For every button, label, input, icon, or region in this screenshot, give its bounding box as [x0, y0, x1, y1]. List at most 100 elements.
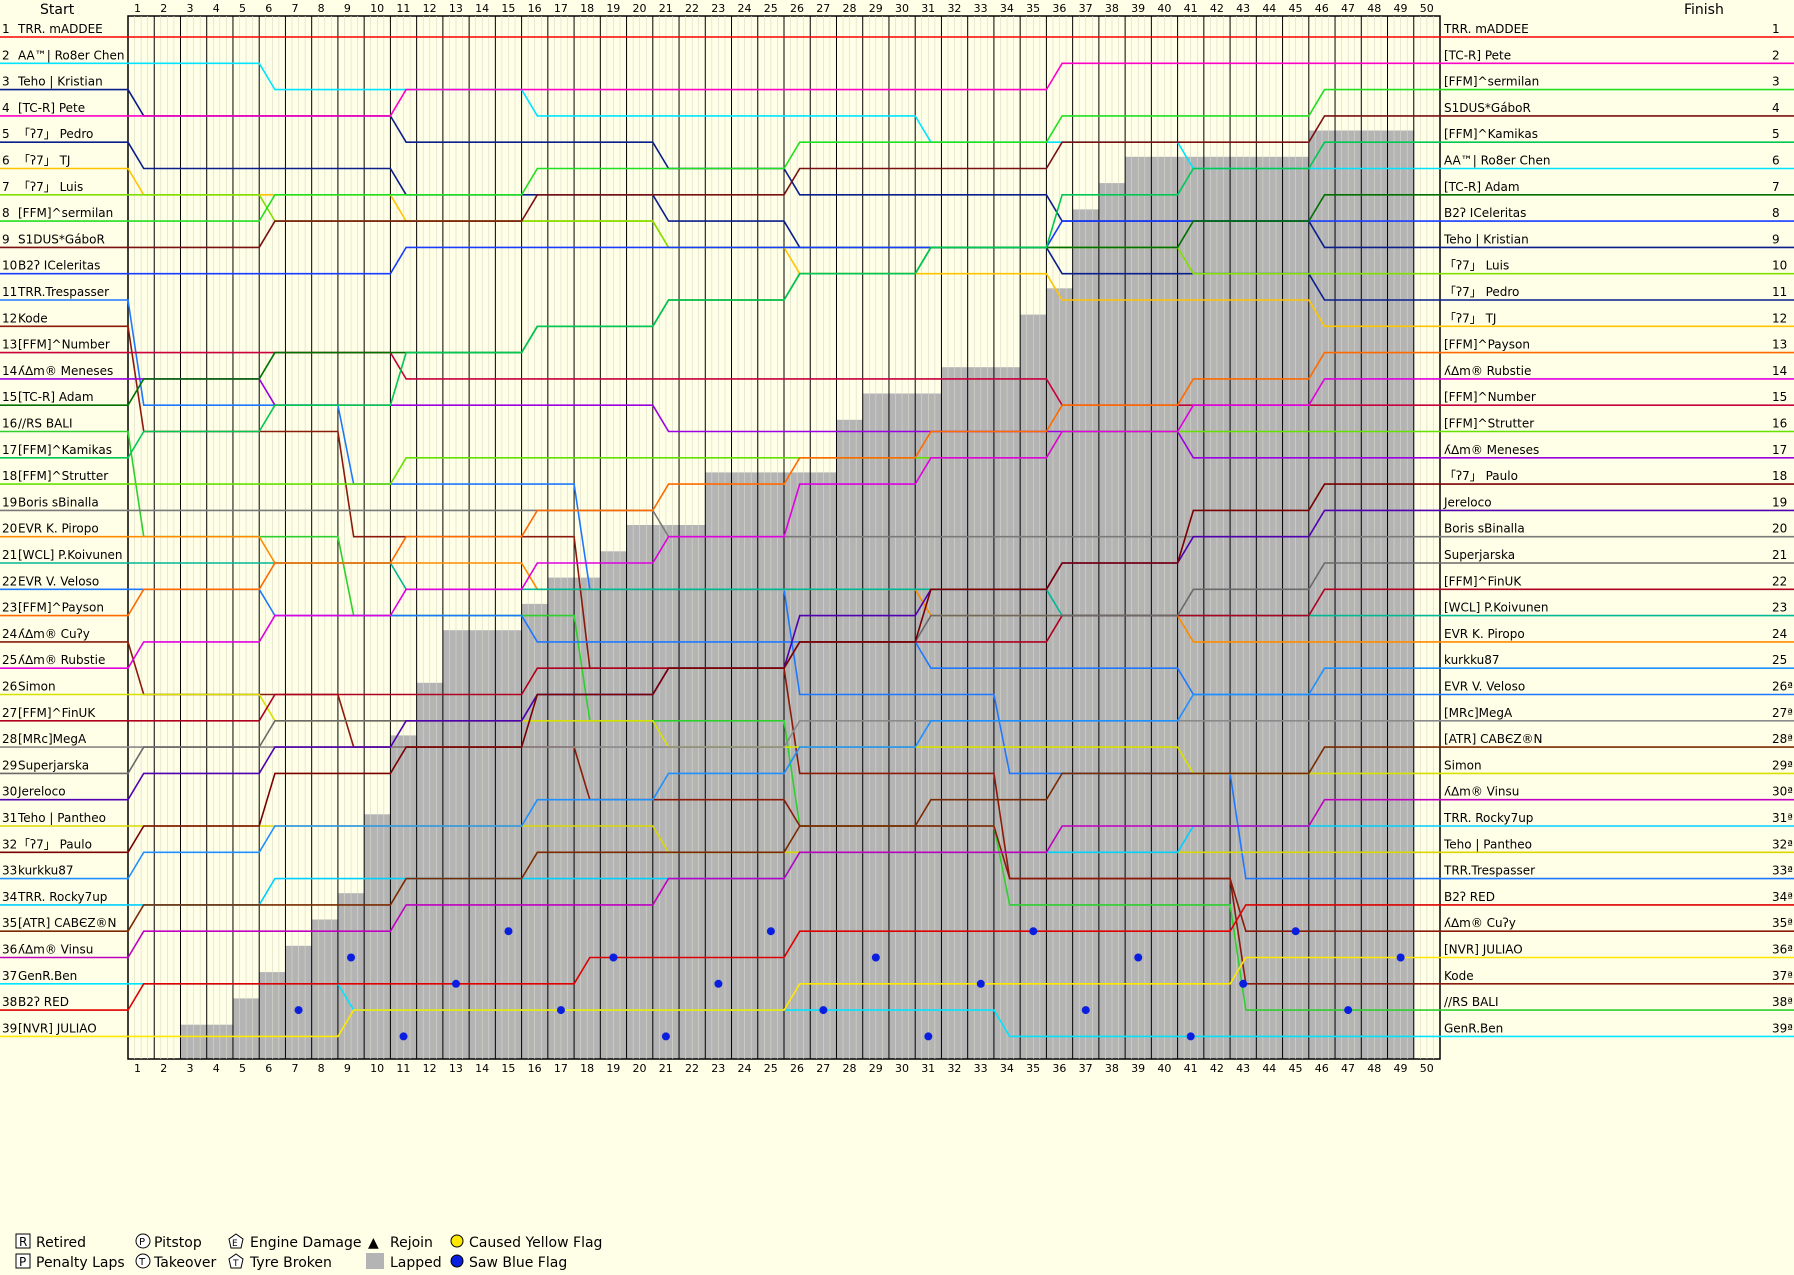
driver-position-line [0, 351, 1440, 406]
finish-header: Finish [1684, 2, 1724, 18]
start-driver-name: ʎ∆m® Vinsu [18, 943, 93, 957]
tyre-broken-icon [228, 1253, 244, 1269]
lap-number-bottom: 23 [711, 1062, 725, 1075]
lap-number-bottom: 43 [1236, 1062, 1250, 1075]
lap-number-top: 28 [842, 2, 856, 15]
rejoin-icon: ▲ [368, 1235, 379, 1251]
lap-number-top: 45 [1289, 2, 1303, 15]
start-position-number: 7 [2, 180, 10, 194]
start-position-number: 16 [2, 417, 17, 431]
finish-position-number: 12 [1772, 311, 1787, 325]
start-position-number: 15 [2, 390, 17, 404]
blue-flag-marker [1081, 1006, 1090, 1015]
finish-position-number: 17 [1772, 443, 1787, 457]
lap-number-bottom: 28 [842, 1062, 856, 1075]
start-position-number: 30 [2, 785, 17, 799]
driver-position-line [0, 115, 1440, 249]
finish-position-number: 22 [1772, 574, 1787, 588]
finish-position-number: 7 [1772, 180, 1780, 194]
penalty-icon-letter: P [19, 1255, 26, 1269]
finish-driver-name: [NVR] JULIAO [1444, 943, 1523, 957]
start-driver-name: B2ʔ ICeleritas [18, 259, 100, 273]
lap-number-top: 22 [685, 2, 699, 15]
start-driver-name: [TC-R] Adam [18, 390, 94, 404]
lap-number-bottom: 12 [423, 1062, 437, 1075]
finish-driver-name: Simon [1444, 758, 1482, 772]
finish-driver-name: ʎ∆m® Vinsu [1444, 785, 1519, 799]
finish-driver-name: GenR.Ben [1444, 1021, 1503, 1035]
start-driver-name: TRR. Rocky7up [17, 890, 107, 904]
finish-driver-name: kurkku87 [1444, 653, 1500, 667]
legend-engine-label: Engine Damage [250, 1235, 362, 1251]
legend-takeover-label: Takeover [153, 1255, 216, 1271]
finish-position-number: 32ª [1772, 837, 1793, 851]
start-position-number: 9 [2, 232, 10, 246]
finish-position-number: 31ª [1772, 811, 1793, 825]
start-position-number: 26 [2, 680, 17, 694]
blue-flag-marker [347, 953, 356, 962]
start-driver-name: ʎ∆m® Cuʔy [18, 627, 90, 641]
lap-number-bottom: 49 [1394, 1062, 1408, 1075]
lap-number-bottom: 46 [1315, 1062, 1329, 1075]
blue-flag-marker [1239, 979, 1248, 988]
position-lines [0, 36, 1794, 1041]
finish-driver-name: Boris sBinalla [1444, 522, 1525, 536]
driver-position-line [0, 956, 1440, 1038]
finish-driver-name: AA™| Ro8er Chen [1444, 154, 1551, 168]
start-position-number: 28 [2, 732, 17, 746]
finish-driver-name: [TC-R] Adam [1444, 180, 1520, 194]
lap-number-bottom: 26 [790, 1062, 804, 1075]
legend-tyre-label: Tyre Broken [249, 1255, 332, 1271]
lap-number-bottom: 2 [160, 1062, 167, 1075]
legend-penalty-label: Penalty Laps [36, 1255, 125, 1271]
driver-position-line [0, 62, 1440, 117]
lap-number-bottom: 34 [1000, 1062, 1014, 1075]
start-position-number: 38 [2, 995, 17, 1009]
finish-position-number: 16 [1772, 417, 1787, 431]
start-position-number: 10 [2, 259, 17, 273]
start-driver-name: Teho | Pantheo [17, 811, 106, 825]
pitstop-icon-letter: P [139, 1237, 145, 1248]
legend: R Retired P Penalty Laps P Pitstop T Tak… [15, 1233, 602, 1271]
start-driver-name: EVR V. Veloso [18, 574, 99, 588]
lap-number-top: 39 [1131, 2, 1145, 15]
driver-position-line [0, 141, 1440, 459]
start-position-number: 19 [2, 495, 17, 509]
finish-driver-name: [FFM]^Number [1444, 390, 1536, 404]
finish-position-number: 30ª [1772, 785, 1793, 799]
finish-position-number: 6 [1772, 154, 1780, 168]
lap-number-bottom: 48 [1367, 1062, 1381, 1075]
legend-takeover: T Takeover [135, 1253, 216, 1271]
blue-flag-marker [661, 1032, 670, 1041]
engine-icon-letter: E [232, 1239, 238, 1249]
lap-number-bottom: 4 [213, 1062, 220, 1075]
lap-number-top: 14 [475, 2, 489, 15]
finish-position-number: 5 [1772, 127, 1780, 141]
lap-number-top: 13 [449, 2, 463, 15]
lap-number-bottom: 24 [738, 1062, 752, 1075]
legend-pitstop: P Pitstop [135, 1233, 202, 1251]
lap-number-top: 3 [186, 2, 193, 15]
start-driver-name: [FFM]^Payson [18, 601, 104, 615]
lap-number-top: 38 [1105, 2, 1119, 15]
lap-number-top: 42 [1210, 2, 1224, 15]
finish-position-number: 15 [1772, 390, 1787, 404]
lap-number-top: 36 [1052, 2, 1066, 15]
finish-driver-name: S1DUS*GáboR [1444, 101, 1531, 115]
lap-number-top: 46 [1315, 2, 1329, 15]
start-driver-name: [ATR] CABЄZ®N [18, 916, 117, 930]
start-position-number: 14 [2, 364, 17, 378]
lap-number-bottom: 10 [370, 1062, 384, 1075]
finish-position-number: 33ª [1772, 864, 1793, 878]
blue-flag-marker [1396, 953, 1405, 962]
finish-driver-name: ʎ∆m® Rubstie [1444, 364, 1531, 378]
blue-flag-marker [452, 979, 460, 988]
finish-driver-name: Superjarska [1444, 548, 1515, 562]
legend-retired: R Retired [15, 1233, 86, 1251]
finish-driver-name: B2ʔ RED [1444, 890, 1495, 904]
start-position-number: 34 [2, 890, 17, 904]
finish-driver-name: [FFM]^Kamikas [1444, 127, 1538, 141]
driver-position-line [0, 904, 1440, 1011]
finish-driver-name: 「ʔ7」 TJ [1444, 311, 1496, 325]
